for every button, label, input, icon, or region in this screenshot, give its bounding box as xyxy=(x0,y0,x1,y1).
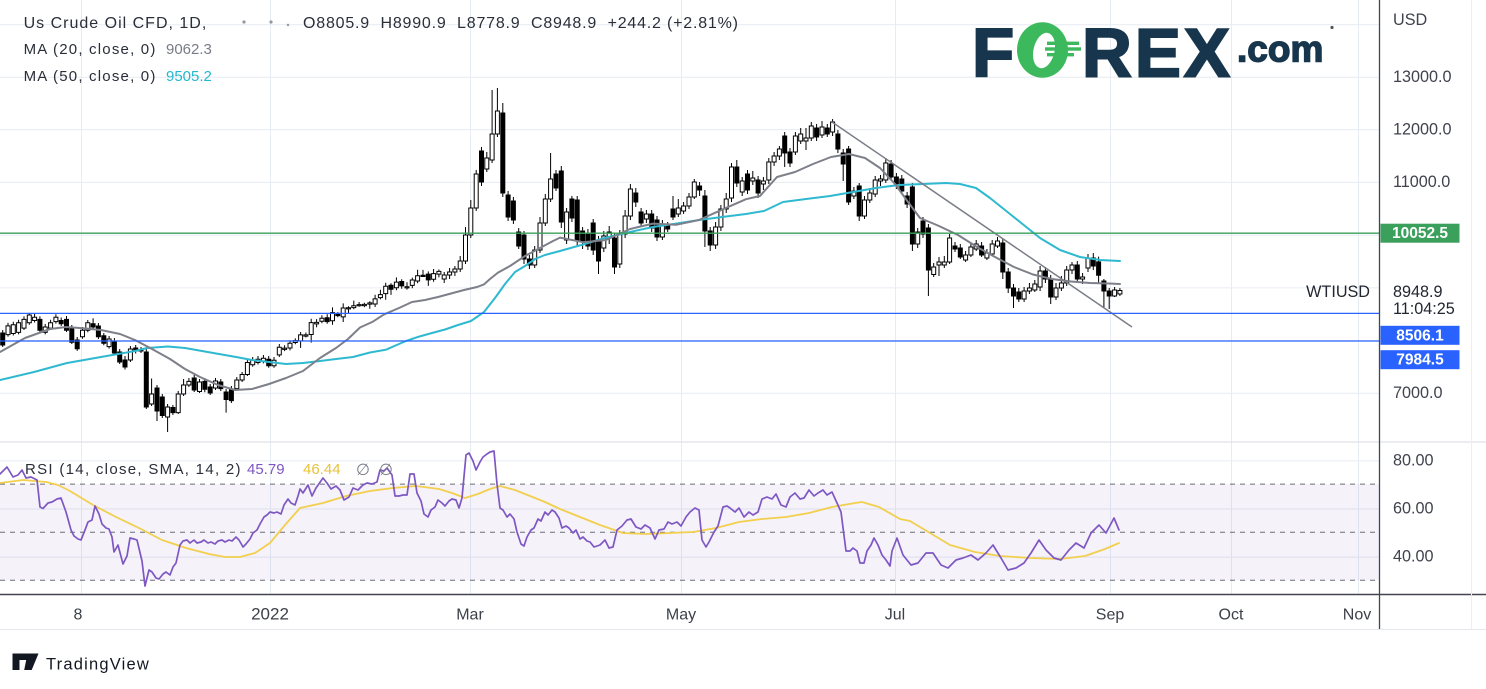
svg-text:USD: USD xyxy=(1393,11,1427,29)
svg-text:7000.0: 7000.0 xyxy=(1393,384,1443,402)
svg-text:Nov: Nov xyxy=(1343,607,1371,624)
svg-text:∅: ∅ xyxy=(379,462,393,479)
svg-text:O8805.9 H8990.9 L8778.9 C89: O8805.9 H8990.9 L8778.9 C8948.9 +244.2 (… xyxy=(303,15,739,32)
svg-text:7984.5: 7984.5 xyxy=(1396,352,1444,369)
svg-text:46.44: 46.44 xyxy=(303,461,341,478)
svg-text:9505.2: 9505.2 xyxy=(166,68,212,85)
svg-text:F: F xyxy=(972,15,1014,92)
svg-text:45.79: 45.79 xyxy=(247,461,285,478)
svg-text:Oct: Oct xyxy=(1219,607,1244,624)
svg-text:TradingView: TradingView xyxy=(46,656,150,674)
svg-text:Us Crude Oil CFD, 1D,: Us Crude Oil CFD, 1D, xyxy=(24,15,208,32)
svg-text:.com: .com xyxy=(1237,28,1323,69)
svg-text:8: 8 xyxy=(74,607,83,624)
svg-text:May: May xyxy=(666,607,696,624)
svg-text:Jul: Jul xyxy=(885,607,905,624)
svg-text:40.00: 40.00 xyxy=(1393,548,1434,566)
svg-text:11:04:25: 11:04:25 xyxy=(1393,300,1455,318)
svg-text:Sep: Sep xyxy=(1096,607,1125,624)
svg-text:MA (20, close, 0): MA (20, close, 0) xyxy=(24,41,157,58)
svg-text:MA (50, close, 0): MA (50, close, 0) xyxy=(24,68,157,85)
svg-text:Mar: Mar xyxy=(456,607,484,624)
svg-text:12000.0: 12000.0 xyxy=(1393,120,1452,138)
svg-text:10052.5: 10052.5 xyxy=(1392,225,1448,242)
svg-text:REX: REX xyxy=(1082,15,1233,92)
svg-text:13000.0: 13000.0 xyxy=(1393,68,1452,86)
svg-text:8506.1: 8506.1 xyxy=(1396,327,1444,344)
svg-text:80.00: 80.00 xyxy=(1393,451,1434,469)
svg-text:∅: ∅ xyxy=(356,462,370,479)
svg-text:9062.3: 9062.3 xyxy=(166,41,212,58)
svg-text:WTIUSD: WTIUSD xyxy=(1306,283,1370,301)
svg-text:2022: 2022 xyxy=(251,605,289,624)
svg-text:8948.9: 8948.9 xyxy=(1393,283,1443,301)
svg-text:RSI (14, close, SMA, 14, 2): RSI (14, close, SMA, 14, 2) xyxy=(25,461,242,478)
svg-text:60.00: 60.00 xyxy=(1393,500,1434,518)
svg-text:11000.0: 11000.0 xyxy=(1393,173,1450,191)
